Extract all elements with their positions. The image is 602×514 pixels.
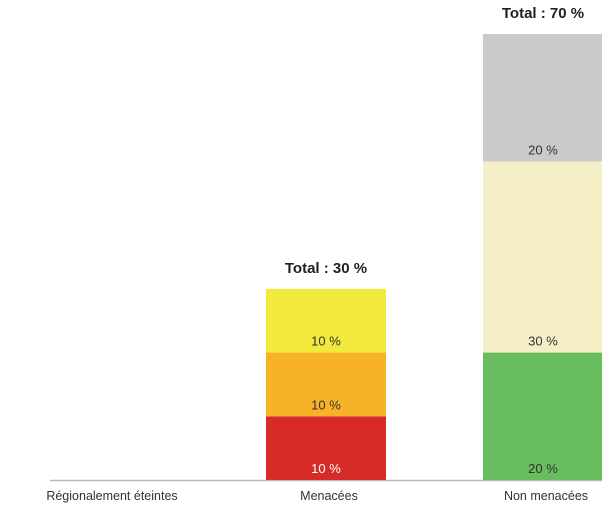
segment-value-label: 20 %	[528, 142, 558, 157]
segment-value-label: 10 %	[311, 397, 341, 412]
stack-total-label: Total : 70 %	[502, 5, 584, 22]
segment-value-label: 30 %	[528, 334, 558, 349]
segment-value-label: 10 %	[311, 334, 341, 349]
category-tick-label: Non menacées	[504, 489, 588, 503]
category-tick-label: Menacées	[300, 489, 358, 503]
bar-segment	[483, 34, 602, 162]
segment-value-label: 10 %	[311, 461, 341, 476]
bar-segment	[266, 352, 386, 417]
bar-segment	[266, 288, 386, 353]
segment-value-label: 20 %	[528, 461, 558, 476]
bar-segment	[483, 161, 602, 353]
bar-segment	[266, 416, 386, 480]
bar-segment	[483, 352, 602, 480]
category-tick-label: Régionalement éteintes	[46, 489, 177, 503]
stack-total-label: Total : 30 %	[285, 260, 367, 277]
